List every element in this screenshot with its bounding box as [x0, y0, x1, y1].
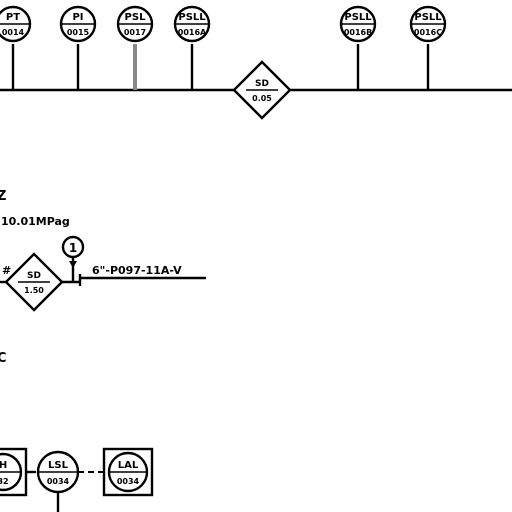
process-line-mid: [62, 258, 206, 286]
instrument-number: 0015: [67, 28, 90, 37]
instrument-tag: H: [0, 460, 7, 471]
instrument-lsl-0034[interactable]: LSL 0034: [36, 450, 80, 512]
instrument-tag: LAL: [118, 460, 139, 471]
instrument-number: 0034: [47, 477, 70, 486]
interlock-bottom-label: 0.05: [252, 94, 272, 103]
instrument-number: 0014: [2, 28, 25, 37]
line-label: 6"-P097-11A-V: [92, 264, 182, 277]
interlock-diamond-mid[interactable]: SD 1.50: [0, 252, 64, 312]
instrument-number: 0016B: [344, 28, 372, 37]
instrument-lal-0034[interactable]: LAL 0034: [102, 447, 154, 497]
instrument-number: 0016C: [414, 28, 442, 37]
instrument-tag: LSL: [48, 460, 69, 471]
edge-text-c: C: [0, 351, 7, 366]
interlock-bottom-label: 1.50: [24, 286, 44, 295]
instrument-tag: PSL: [125, 12, 147, 23]
instrument-number: 0016A: [178, 28, 207, 37]
pressure-text: 10.01MPag: [1, 215, 70, 228]
edge-text-z: Z: [0, 189, 6, 204]
instrument-number: 32: [0, 477, 9, 486]
instrument-pt-0014[interactable]: PT 0014: [0, 5, 32, 90]
instrument-tag: PI: [72, 12, 83, 23]
instrument-psl-0017[interactable]: PSL 0017: [116, 5, 154, 90]
note-number: 1: [69, 241, 77, 255]
instrument-psll-0016c[interactable]: PSLL 0016C: [409, 5, 447, 90]
instrument-tag: PT: [6, 12, 20, 23]
hash-mark: #: [2, 264, 11, 277]
instrument-number: 0034: [117, 477, 140, 486]
instrument-partial-left[interactable]: H 32: [0, 447, 28, 497]
interlock-top-label: SD: [27, 271, 41, 281]
instrument-number: 0017: [124, 28, 146, 37]
instrument-pi-0015[interactable]: PI 0015: [59, 5, 97, 90]
interlock-top-label: SD: [255, 79, 269, 89]
instrument-psll-0016a[interactable]: PSLL 0016A: [173, 5, 211, 90]
instrument-tag: PSLL: [344, 12, 372, 23]
instrument-tag: PSLL: [178, 12, 206, 23]
instrument-psll-0016b[interactable]: PSLL 0016B: [339, 5, 377, 90]
instrument-tag: PSLL: [414, 12, 442, 23]
interlock-diamond-top[interactable]: SD 0.05: [232, 60, 292, 120]
note-balloon[interactable]: 1: [61, 235, 85, 259]
